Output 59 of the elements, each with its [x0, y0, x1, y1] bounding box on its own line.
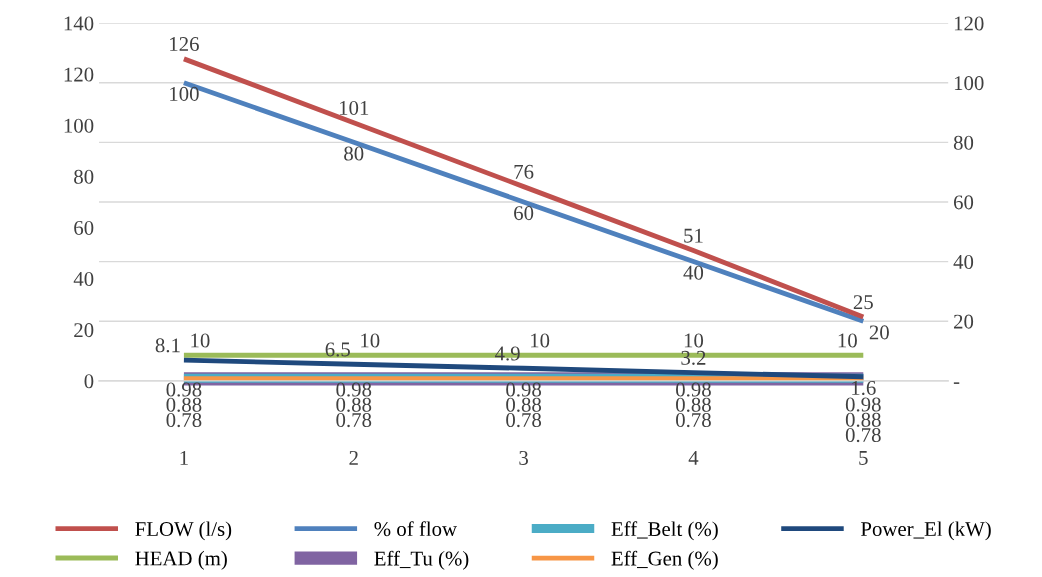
- data-label: 0.78: [676, 412, 711, 428]
- data-label: 10: [361, 333, 380, 348]
- data-label: 25: [853, 295, 873, 310]
- data-label: 0.78: [166, 412, 202, 428]
- data-label: 0.88: [676, 397, 711, 412]
- y2-tick-label: 20: [954, 314, 974, 329]
- data-label: 0.88: [845, 412, 881, 427]
- x-tick-label: 5: [859, 451, 868, 465]
- data-label: 0.98: [166, 382, 202, 397]
- y-tick-label: 100: [64, 118, 94, 133]
- y-tick-label: 0: [84, 374, 94, 389]
- y2-tick-label: -: [953, 382, 960, 384]
- data-label: 0.88: [166, 397, 202, 412]
- data-label: 0.78: [336, 412, 372, 428]
- data-label: 0.98: [336, 382, 372, 397]
- legend-label: HEAD (m): [135, 550, 227, 570]
- x-tick-label: 2: [349, 450, 358, 465]
- y2-tick-label: 80: [953, 135, 974, 150]
- data-label: 0.98: [845, 397, 881, 412]
- data-label: 76: [514, 164, 534, 179]
- y2-tick-label: 120: [954, 16, 984, 31]
- y-tick-label: 120: [64, 67, 94, 82]
- legend-label: Eff_Tu (%): [374, 550, 469, 570]
- data-label: 1.6: [852, 380, 876, 396]
- data-label: 40: [683, 265, 704, 280]
- x-tick-label: 4: [688, 451, 699, 465]
- data-label: 0.98: [506, 382, 542, 397]
- data-label: 10: [531, 333, 550, 348]
- x-tick-label: 3: [519, 450, 528, 465]
- y-tick-label: 80: [74, 169, 94, 184]
- data-label: 0.78: [506, 412, 542, 428]
- data-label: 100: [170, 86, 199, 101]
- y-tick-label: 140: [64, 16, 94, 31]
- data-label: 10: [838, 333, 857, 348]
- data-label: 8.1: [155, 338, 180, 353]
- y-tick-label: 60: [74, 220, 94, 235]
- y2-tick-label: 100: [954, 76, 984, 91]
- data-label: 80: [344, 146, 364, 161]
- legend-label: Power_El (kW): [860, 521, 991, 541]
- legend-label: FLOW (l/s): [135, 521, 232, 541]
- data-label: 60: [514, 206, 534, 221]
- data-label: 51: [684, 228, 703, 243]
- y2-tick-label: 40: [953, 254, 974, 270]
- x-tick-label: 1: [180, 450, 188, 465]
- y2-tick-label: 60: [953, 195, 974, 210]
- data-label: 0.88: [506, 397, 542, 412]
- data-label: 126: [170, 37, 199, 52]
- data-label: 101: [339, 100, 369, 115]
- legend-label: Eff_Belt (%): [611, 521, 718, 541]
- data-label: 0.98: [676, 382, 711, 397]
- data-label: 0.78: [845, 427, 881, 443]
- y-tick-label: 20: [74, 323, 94, 338]
- data-label: 10: [684, 333, 704, 348]
- data-label: 10: [191, 333, 210, 348]
- data-label: 20: [869, 325, 889, 340]
- legend-label: % of flow: [374, 521, 457, 537]
- legend-label: Eff_Gen (%): [611, 550, 718, 570]
- y-tick-label: 40: [73, 271, 94, 287]
- data-label: 0.88: [336, 397, 372, 412]
